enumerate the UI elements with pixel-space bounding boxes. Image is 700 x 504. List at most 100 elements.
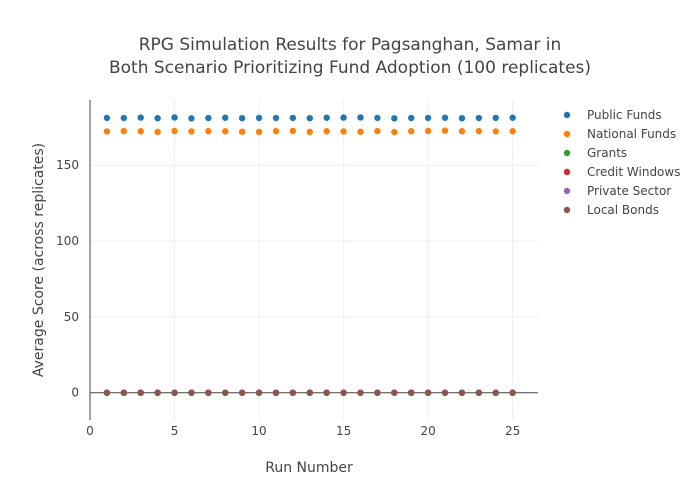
data-point [103, 128, 111, 135]
data-point [357, 114, 364, 121]
data-point [458, 114, 466, 122]
data-point [255, 389, 263, 396]
data-point [306, 128, 313, 136]
data-point [408, 128, 415, 135]
data-point [357, 389, 364, 396]
legend-marker [563, 206, 571, 214]
data-point [171, 114, 178, 121]
data-point [255, 114, 263, 122]
data-point [475, 127, 483, 135]
data-point [340, 389, 347, 396]
gridlines [90, 100, 538, 420]
data-point [205, 389, 212, 396]
x-axis-label: Run Number [265, 460, 353, 476]
data-point [424, 114, 432, 122]
data-point [120, 127, 128, 135]
legend-item: National Funds [563, 127, 676, 141]
data-point [137, 389, 144, 396]
legend-marker [563, 168, 571, 176]
data-point [120, 114, 128, 122]
legend-label: National Funds [587, 127, 676, 141]
y-tick-label: 100 [56, 234, 79, 248]
series-local-bonds [103, 389, 516, 396]
data-point [272, 127, 280, 135]
x-tick-label: 0 [86, 424, 94, 438]
data-point [492, 128, 499, 135]
data-point [289, 114, 297, 122]
legend-label: Public Funds [587, 108, 662, 122]
data-point [424, 389, 432, 396]
x-tick-label: 15 [336, 424, 351, 438]
x-tick-label: 10 [251, 424, 266, 438]
data-point [374, 114, 381, 122]
data-point [391, 389, 398, 396]
legend: Public Funds National Funds Grants Credit W… [563, 108, 680, 217]
data-point [391, 115, 398, 122]
data-point [171, 389, 178, 396]
data-point [408, 389, 415, 396]
data-point [222, 114, 229, 121]
data-point [492, 389, 499, 396]
data-point [205, 127, 212, 135]
data-point [255, 128, 263, 136]
data-point [238, 114, 246, 122]
data-point [374, 127, 381, 135]
data-point [103, 114, 111, 122]
y-tick-label: 0 [71, 386, 79, 400]
data-point [137, 114, 144, 121]
data-point [120, 389, 128, 396]
legend-label: Local Bonds [587, 203, 659, 217]
data-point [188, 128, 195, 135]
data-points [103, 114, 516, 396]
data-point [509, 114, 516, 121]
y-axis-label: Average Score (across replicates) [31, 143, 47, 377]
data-point [374, 389, 381, 396]
y-tick-label: 150 [56, 158, 79, 172]
data-point [323, 389, 330, 396]
data-point [509, 389, 516, 396]
data-point [340, 114, 347, 121]
data-point [289, 389, 297, 396]
legend-marker [563, 130, 571, 138]
data-point [272, 389, 280, 396]
data-point [509, 128, 516, 135]
data-point [424, 127, 432, 135]
data-point [323, 128, 330, 135]
data-point [154, 389, 161, 396]
data-point [323, 114, 330, 121]
legend-marker [563, 149, 571, 157]
data-point [441, 389, 449, 396]
legend-item: Private Sector [563, 184, 671, 198]
x-tick-label: 25 [505, 424, 520, 438]
data-point [188, 389, 195, 396]
chart-title-line-1: RPG Simulation Results for Pagsanghan, S… [139, 35, 562, 55]
legend-marker [563, 111, 571, 119]
data-point [205, 114, 212, 122]
data-point [441, 114, 449, 121]
legend-marker [563, 187, 571, 195]
data-point [272, 114, 280, 122]
data-point [238, 389, 246, 396]
x-tick-label: 20 [420, 424, 435, 438]
data-point [458, 128, 466, 135]
data-point [475, 389, 483, 396]
chart-title-line-2: Both Scenario Prioritizing Fund Adoption… [109, 58, 591, 78]
legend-item: Credit Windows [563, 165, 680, 179]
series-public-funds [103, 114, 516, 122]
data-point [458, 389, 466, 396]
data-point [306, 114, 313, 122]
data-point [222, 389, 229, 396]
data-point [306, 389, 313, 396]
legend-item: Public Funds [563, 108, 662, 122]
data-point [441, 127, 449, 134]
legend-item: Local Bonds [563, 203, 659, 217]
tick-labels: 0 5 10 15 20 25 0 50 100 150 [56, 158, 520, 438]
legend-label: Grants [587, 146, 627, 160]
data-point [137, 128, 144, 135]
series-national-funds [103, 127, 516, 136]
data-point [154, 114, 161, 122]
data-point [188, 115, 195, 122]
data-point [475, 114, 483, 122]
